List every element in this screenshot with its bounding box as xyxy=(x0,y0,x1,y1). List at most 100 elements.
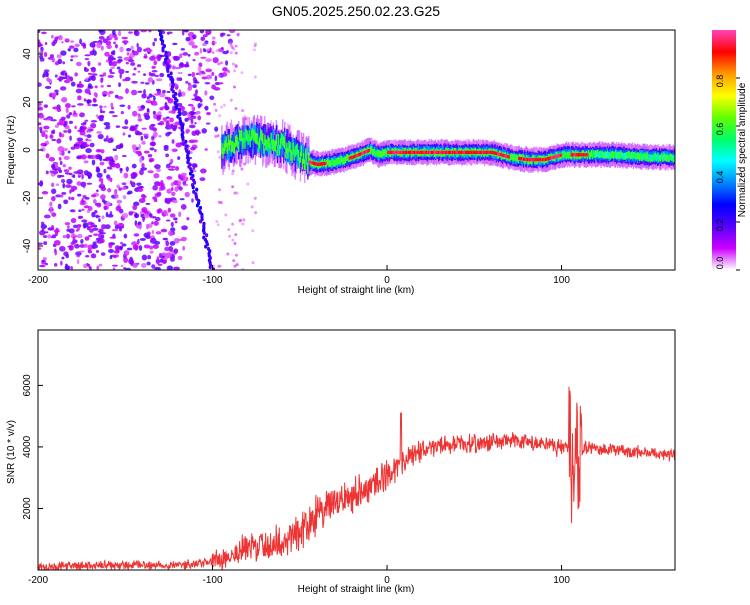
x-tick-label: -100 xyxy=(203,575,223,586)
spectrogram-cell xyxy=(557,154,560,158)
spectrogram-cell xyxy=(450,150,453,155)
spectrogram-cell xyxy=(264,134,266,146)
spectrogram-cell xyxy=(189,110,195,116)
spectrogram-cell xyxy=(101,224,107,230)
spectrogram-cell xyxy=(56,54,62,59)
spectrogram-cell xyxy=(173,248,179,254)
spectrogram-cell xyxy=(137,152,143,157)
spectrogram-cell xyxy=(663,154,666,160)
x-tick-label: 0 xyxy=(384,575,390,586)
spectrogram-cell xyxy=(143,55,148,59)
spectrogram-cell xyxy=(91,194,97,198)
spectrogram-cell xyxy=(179,198,185,201)
spectrogram-cell xyxy=(113,220,118,226)
spectrogram-cell xyxy=(108,242,113,249)
spectrogram-cell xyxy=(253,130,256,155)
spectrogram-cell xyxy=(55,227,59,233)
spectrogram-cell xyxy=(280,132,283,144)
spectrogram-cell xyxy=(192,180,197,185)
spectrogram-cell xyxy=(55,194,62,198)
spectrogram-cell xyxy=(104,51,110,57)
spectrogram-cell xyxy=(49,201,53,207)
spectrogram-cell xyxy=(50,224,55,231)
spectrogram-cell xyxy=(608,152,611,158)
spectrogram-cell xyxy=(201,76,208,80)
spectrogram-cell xyxy=(391,150,393,155)
spectrogram-cell xyxy=(194,122,197,125)
spectrogram-cell xyxy=(231,172,235,176)
spectrogram-cell xyxy=(252,48,256,52)
spectrogram-cell xyxy=(580,153,583,157)
spectrogram-cell xyxy=(61,96,68,103)
spectrogram-cell xyxy=(64,120,68,125)
spectrogram-cell xyxy=(115,205,122,212)
spectrogram-cell xyxy=(588,152,591,160)
spectrogram-cell xyxy=(414,150,416,155)
spectrogram-cell xyxy=(127,104,131,110)
spectrogram-cell xyxy=(143,211,149,214)
spectrogram-cell xyxy=(149,250,154,254)
spectrogram-cell xyxy=(120,110,124,115)
spectrogram-cell xyxy=(87,72,93,75)
spectrogram-cell xyxy=(70,185,78,191)
spectrogram-cell xyxy=(90,122,97,129)
spectrogram-cell xyxy=(81,219,88,223)
spectrogram-cell xyxy=(139,238,146,241)
spectrogram-cell xyxy=(508,155,510,159)
spectrogram-cell xyxy=(556,154,559,158)
spectrogram-cell xyxy=(95,149,102,153)
spectrogram-cell xyxy=(89,228,94,233)
spectrogram-cell xyxy=(99,232,106,235)
spectrogram-cell xyxy=(50,119,57,122)
spectrogram-cell xyxy=(441,150,443,155)
spectrogram-cell xyxy=(291,152,293,163)
spectrogram-cell xyxy=(169,257,175,262)
spectrogram-cell xyxy=(516,154,518,162)
spectrogram-cell xyxy=(221,134,223,152)
spectrogram-cell xyxy=(331,157,333,165)
spectrogram-cell xyxy=(283,138,285,164)
spectrogram-cell xyxy=(108,90,114,94)
spectrogram-cell xyxy=(181,137,185,142)
spectrogram-y-ticks: -40 -20 0 20 40 xyxy=(22,48,43,253)
spectrogram-cell xyxy=(52,106,59,110)
spectrogram-cell xyxy=(45,134,48,139)
spectrogram-cell xyxy=(278,144,281,156)
spectrogram-cell xyxy=(289,148,291,166)
spectrogram-cell xyxy=(604,151,606,158)
spectrogram-cell xyxy=(270,133,272,144)
spectrogram-cell xyxy=(493,151,496,155)
spectrogram-cell xyxy=(500,153,502,157)
spectrogram-cell xyxy=(250,129,252,141)
spectrogram-cell xyxy=(380,150,382,158)
spectrogram-cell xyxy=(659,154,662,162)
spectrogram-cell xyxy=(602,151,604,159)
spectrogram-cell xyxy=(43,241,48,245)
spectrogram-cell xyxy=(670,153,672,161)
spectrogram-cell xyxy=(147,77,154,83)
spectrogram-cell xyxy=(220,105,224,109)
spectrogram-cell xyxy=(384,148,386,156)
spectrogram-cell xyxy=(197,66,202,72)
spectrogram-cell xyxy=(634,153,637,159)
spectrogram-cell xyxy=(543,157,545,162)
spectrogram-cell xyxy=(38,122,42,126)
spectrogram-cell xyxy=(98,36,105,40)
spectrogram-cell xyxy=(373,148,375,156)
spectrogram-cell xyxy=(231,62,235,66)
spectrogram-cell xyxy=(151,94,155,98)
spectrogram-cell xyxy=(87,60,91,67)
spectrogram-cell xyxy=(63,251,69,257)
spectrogram-cell xyxy=(102,72,107,77)
snr-frame xyxy=(37,329,676,571)
x-tick-label: -100 xyxy=(203,275,223,286)
spectrogram-cell xyxy=(121,212,129,219)
spectrogram-cell xyxy=(307,162,309,174)
spectrogram-cell xyxy=(108,33,114,40)
spectrogram-cell xyxy=(77,216,84,219)
spectrogram-cell xyxy=(349,156,352,160)
spectrogram-cell xyxy=(488,150,491,155)
spectrogram-cell xyxy=(110,51,114,55)
spectrogram-cell xyxy=(132,173,136,176)
spectrogram-cell xyxy=(285,147,287,159)
